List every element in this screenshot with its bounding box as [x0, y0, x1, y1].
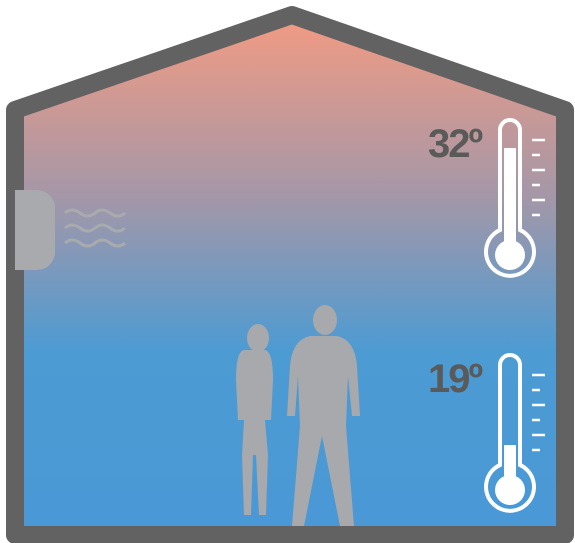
heat-waves [64, 208, 126, 248]
temperature-label: 19º [428, 357, 482, 401]
people [236, 305, 360, 526]
house [6, 6, 574, 543]
thermometer-low [484, 353, 545, 513]
temperature-label: 32º [428, 122, 482, 166]
radiator [15, 190, 55, 270]
thermometer-high [484, 118, 545, 278]
